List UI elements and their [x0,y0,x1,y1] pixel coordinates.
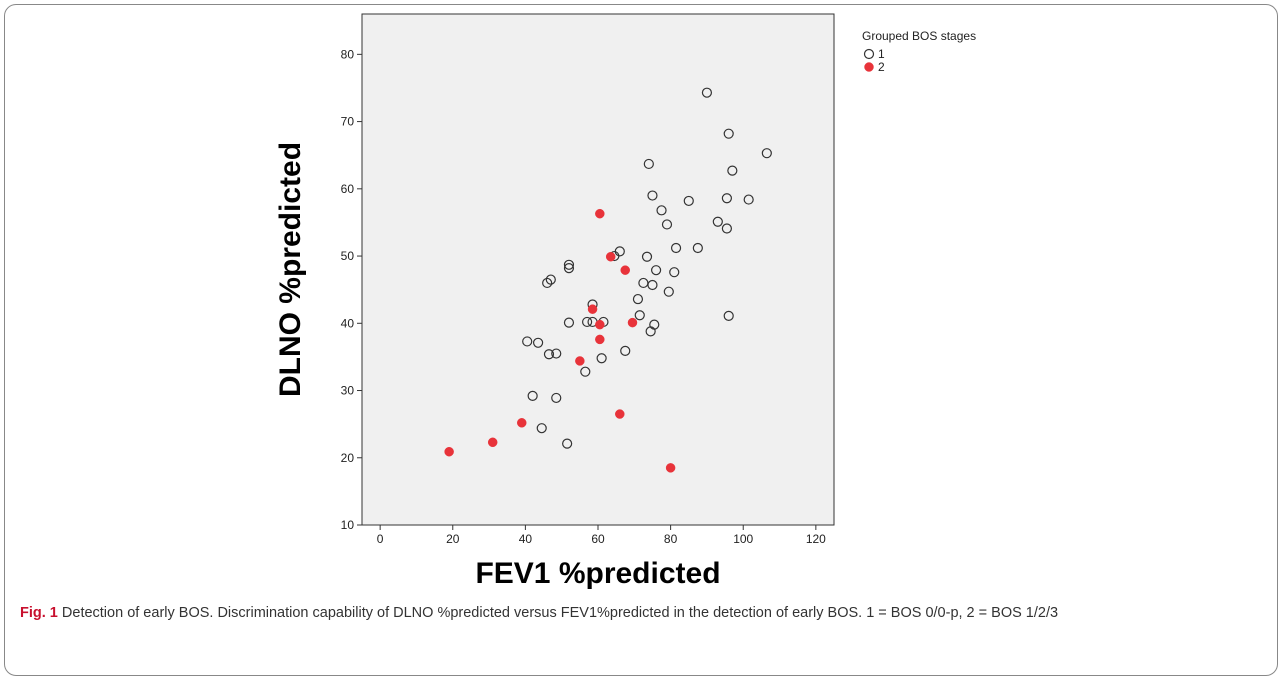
data-point-series-1 [532,337,544,348]
caption-label: Fig. 1 [20,605,58,621]
data-point-series-2 [665,463,676,473]
data-point-series-2 [575,356,585,366]
x-tick-label: 120 [806,532,826,546]
data-point-series-1 [563,317,575,328]
plot-area [361,13,835,526]
legend-marker-1 [863,48,875,60]
data-point-series-2 [595,334,605,345]
data-point-series-2 [595,319,605,330]
data-point-series-1 [620,345,631,356]
data-point-series-1 [551,348,562,359]
data-point-series-2 [517,418,527,428]
data-point-series-2 [627,317,638,328]
x-tick-label: 0 [377,532,384,546]
y-tick-label: 30 [341,384,355,398]
data-point-series-1 [727,165,738,176]
data-point-series-1 [712,216,723,227]
y-tick-label: 40 [341,316,355,330]
x-tick-label: 40 [519,532,533,546]
y-tick-label: 50 [341,249,355,263]
data-point-series-1 [669,267,680,278]
data-point-series-1 [701,87,713,98]
y-tick-label: 10 [341,518,355,532]
legend-marker-2 [864,62,874,72]
data-point-series-1 [650,265,662,276]
data-point-series-2 [487,437,498,448]
data-point-series-1 [522,336,533,347]
x-tick-label: 20 [446,532,460,546]
data-point-series-1 [661,219,673,230]
data-point-series-1 [527,390,538,402]
x-tick-label: 60 [591,532,605,546]
x-tick-label: 80 [664,532,678,546]
legend-items: 12 [863,47,885,74]
data-point-series-1 [632,293,644,305]
y-tick-label: 20 [341,451,355,465]
data-point-series-1 [647,190,658,201]
data-point-series-1 [721,193,732,204]
data-point-series-1 [683,195,694,207]
data-point-series-1 [542,277,553,289]
data-point-series-2 [587,304,598,314]
data-point-series-1 [645,326,656,337]
data-point-series-1 [723,310,734,321]
data-point-series-1 [663,286,674,297]
data-point-series-2 [595,208,605,219]
legend-title: Grouped BOS stages [862,29,976,43]
data-point-series-1 [543,349,555,360]
figure-caption: Fig. 1 Detection of early BOS. Discrimin… [20,603,1270,624]
caption-text: Detection of early BOS. Discrimination c… [57,605,1059,621]
data-point-series-1 [723,128,734,139]
data-point-series-1 [563,263,575,274]
x-axis-title: FEV1 %predicted [475,557,720,590]
data-points [444,87,772,473]
data-point-series-1 [536,423,547,434]
data-point-series-1 [761,148,772,159]
y-tick-label: 70 [341,115,355,129]
data-point-series-1 [656,205,667,216]
data-point-series-1 [634,310,645,321]
data-point-series-2 [444,446,454,457]
data-point-series-1 [582,316,593,328]
data-point-series-1 [545,274,556,285]
y-tick-label: 60 [341,182,355,196]
data-point-series-1 [643,158,654,170]
y-tick-label: 80 [341,47,355,61]
legend-label: 2 [878,60,885,74]
legend-label: 1 [878,47,885,61]
data-point-series-1 [641,251,653,262]
data-point-series-1 [721,223,732,234]
data-point-series-1 [562,438,573,449]
axes: 0 20 40 60 80 100 120 10 20 30 40 50 60 70 80 [341,47,827,546]
data-point-series-1 [743,194,754,205]
data-point-series-1 [647,279,658,291]
y-axis-title: DLNO %predicted [274,142,307,397]
data-point-series-1 [551,392,562,404]
data-point-series-2 [605,251,616,262]
data-point-series-1 [563,259,575,270]
legend: Grouped BOS stages 12 [862,29,976,74]
data-point-series-1 [670,242,682,254]
data-point-series-1 [692,242,703,254]
x-tick-label: 100 [733,532,753,546]
data-point-series-1 [580,366,591,377]
data-point-series-2 [615,409,625,419]
scatter-chart: 0 20 40 60 80 100 120 10 20 30 40 50 60 70 80 FEV1 %pr… [274,13,976,590]
data-point-series-2 [620,265,630,275]
data-point-series-1 [596,353,607,364]
